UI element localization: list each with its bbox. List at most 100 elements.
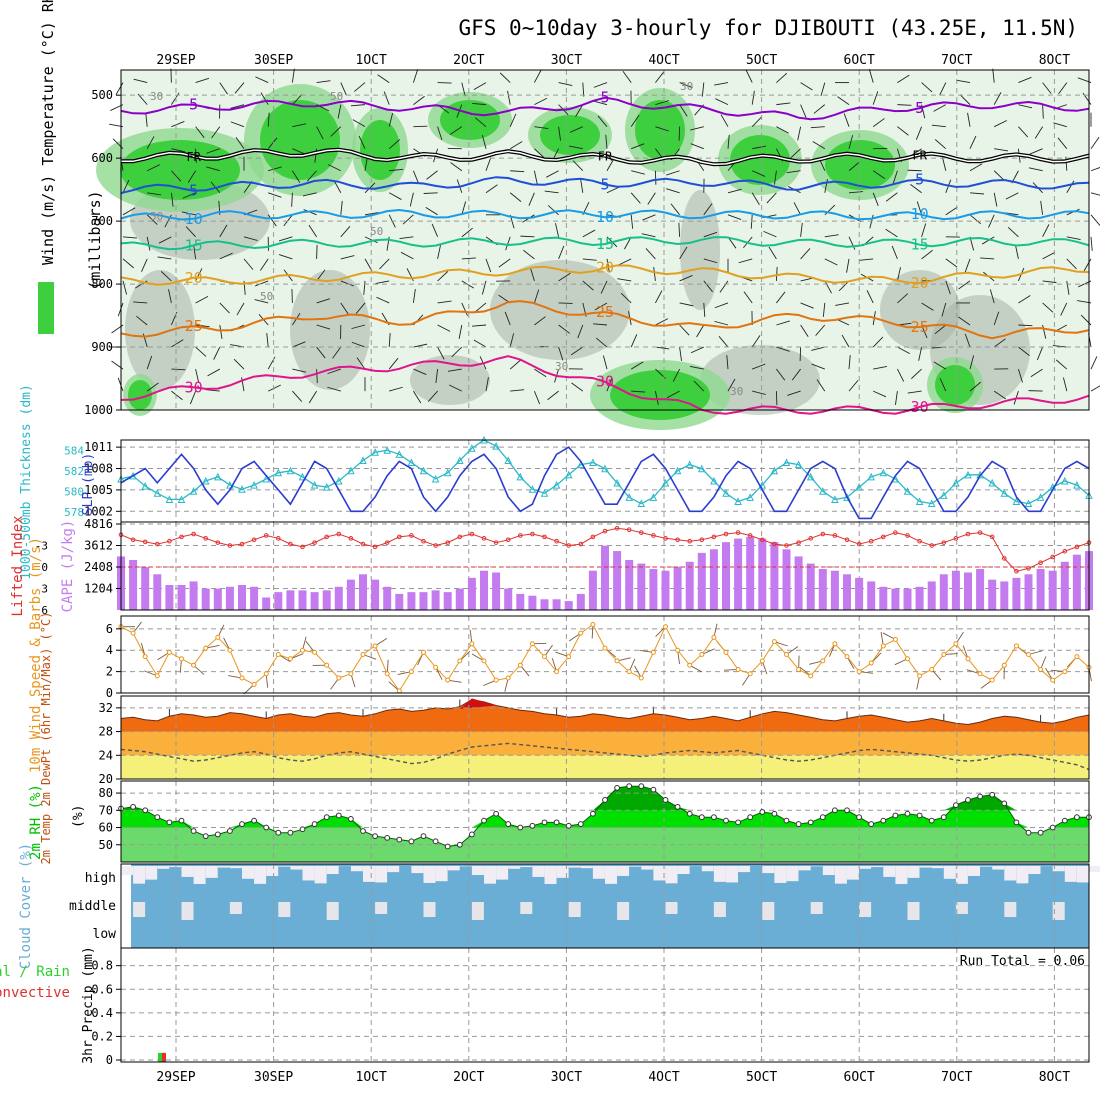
- wind-barb: [690, 143, 704, 150]
- rh-point: [565, 822, 572, 829]
- wind-barb: [797, 126, 802, 141]
- cloud-mid-gap: [133, 902, 146, 917]
- wind-speed-point: [650, 649, 656, 655]
- cloud-high-gap: [568, 866, 581, 868]
- wind-barb: [449, 126, 463, 135]
- cloud-high-gap: [278, 866, 291, 867]
- wind-tick: 4: [106, 643, 113, 657]
- wind-barb: [499, 72, 511, 83]
- isotherm-line: [120, 236, 1090, 251]
- thickness-point: [964, 470, 972, 479]
- li-point: [518, 533, 523, 538]
- cloud-high-gap: [822, 866, 835, 876]
- wind-speed-point: [433, 664, 439, 670]
- wind-barb: [1090, 236, 1093, 251]
- dewpoint-line: [120, 742, 1090, 771]
- wind-barb: [1042, 104, 1044, 119]
- rh-point: [868, 821, 875, 827]
- precip-axis-label: 3hr Precip (mm): [81, 946, 96, 1063]
- wind-barb: [137, 93, 148, 105]
- wind-barb: [631, 143, 645, 150]
- rh-contour-label: 30: [730, 385, 743, 398]
- wind-barb: [481, 280, 487, 295]
- wind-barb: [472, 324, 487, 327]
- li-point: [856, 541, 862, 547]
- thickness-point: [1024, 499, 1033, 508]
- cape-bar: [492, 572, 501, 610]
- li-point: [203, 536, 208, 541]
- rh-axis-label: 2m RH (%): [28, 784, 44, 860]
- date-label-bottom: 3OCT: [551, 1070, 582, 1085]
- wind-barb: [897, 293, 909, 304]
- wind-barb: [1018, 346, 1030, 357]
- cape-bar: [976, 568, 985, 610]
- cape-bar: [1048, 570, 1057, 610]
- wind-barb: [168, 289, 172, 304]
- wind-barb: [822, 302, 826, 317]
- wind-barb: [352, 119, 366, 128]
- wind-barb: [743, 291, 753, 304]
- wind-barb: [1042, 224, 1050, 238]
- wind-barb: [1057, 137, 1068, 149]
- wind-barb: [389, 168, 404, 172]
- wind-barb: [306, 170, 317, 182]
- wind-barb: [426, 170, 438, 180]
- thickness-point: [310, 480, 319, 489]
- wind-barb: [195, 126, 205, 138]
- wind-barb: [703, 280, 713, 293]
- wind-speed-point: [905, 656, 910, 662]
- slp-tick: 1002: [84, 504, 113, 518]
- wind-speed-point: [481, 658, 487, 664]
- cape-bar: [419, 592, 428, 610]
- wind-barb: [1066, 258, 1077, 270]
- cape-bar: [371, 579, 380, 610]
- li-point: [711, 534, 717, 540]
- wind-barb: [340, 200, 343, 215]
- wind-speed-point: [312, 649, 318, 655]
- date-label-bottom: 8OCT: [1039, 1070, 1070, 1085]
- wind-barb: [791, 368, 801, 381]
- cloud-high-gap: [423, 866, 436, 883]
- cloud-high-gap: [411, 866, 424, 874]
- wind-barb: [528, 192, 535, 206]
- thickness-tick: 584: [64, 444, 84, 457]
- li-point: [167, 538, 172, 544]
- wind-barb: [509, 113, 517, 127]
- wind-barb: [763, 230, 777, 238]
- wind-barb: [364, 211, 379, 216]
- wind-barb: [885, 228, 898, 238]
- wind-barb: [872, 192, 879, 207]
- wind-barb: [523, 249, 535, 260]
- panel-temp: [120, 695, 1090, 780]
- rh-point: [493, 810, 500, 817]
- wind-barb: [892, 170, 898, 185]
- wind-barb: [939, 378, 947, 392]
- wind-barb: [1005, 192, 1019, 200]
- thickness-point: [419, 466, 428, 475]
- rh-point: [735, 819, 741, 826]
- cloud-high-gap: [762, 866, 775, 874]
- wind-barb: [582, 82, 585, 97]
- cape-bar: [1036, 568, 1045, 610]
- isotherm-label: 30: [185, 378, 203, 396]
- cape-bar: [879, 586, 888, 610]
- rh-point: [650, 786, 657, 793]
- rh-point: [239, 821, 245, 827]
- wind-barb: [534, 97, 548, 106]
- cloud-high-gap: [859, 866, 872, 869]
- rh-point: [456, 841, 463, 848]
- wind-barb: [363, 280, 366, 295]
- cape-bar: [467, 577, 476, 610]
- wind-barb: [666, 188, 680, 194]
- wind-barb: [630, 214, 634, 229]
- li-point: [675, 537, 680, 543]
- wind-barb: [921, 302, 934, 311]
- wind-barb: [776, 368, 786, 381]
- wind-barb: [896, 267, 901, 282]
- wind-barb: [1066, 236, 1081, 240]
- cloud-mid-gap: [762, 902, 775, 920]
- date-label-bottom: 2OCT: [453, 1070, 484, 1085]
- wind-barb: [122, 207, 136, 216]
- thickness-point: [274, 468, 283, 477]
- wind-barb: [582, 280, 594, 291]
